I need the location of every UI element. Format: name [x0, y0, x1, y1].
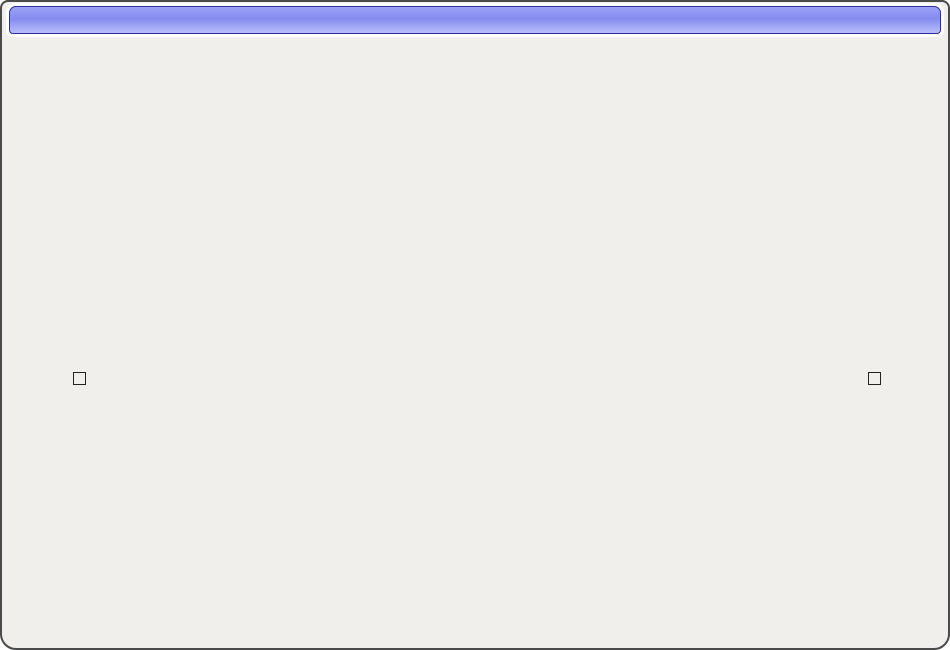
audusd-legend-swatch: [73, 371, 86, 385]
legend-gold: [868, 371, 888, 385]
gold-legend-swatch: [868, 371, 881, 385]
title-bar: [9, 6, 941, 34]
legend-audusd: [73, 371, 93, 385]
